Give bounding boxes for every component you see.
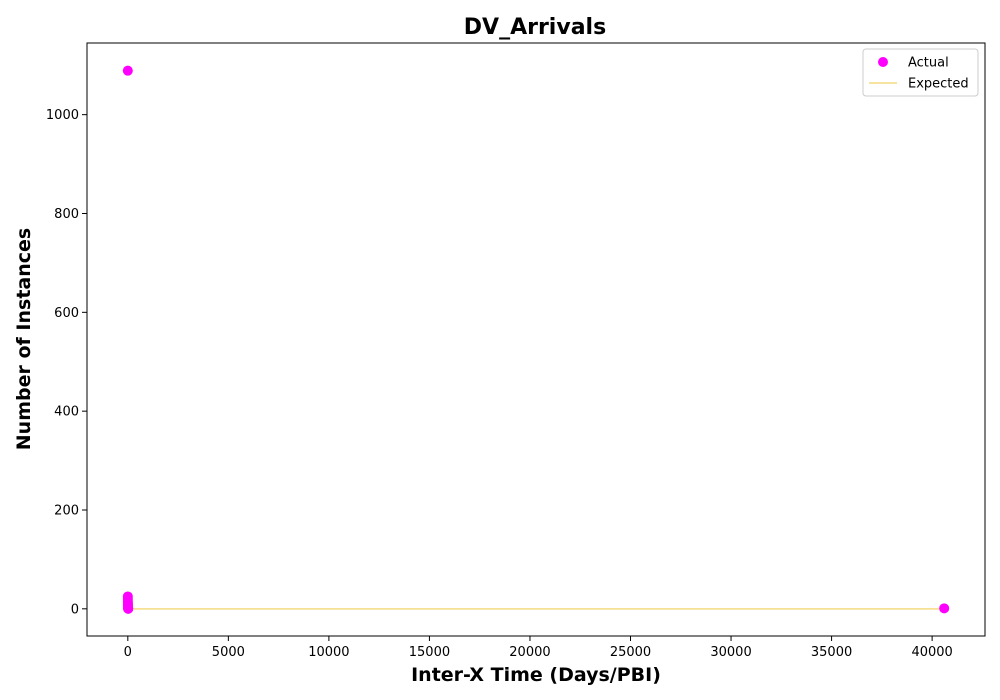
x-tick-label-3: 15000 — [409, 645, 450, 660]
y-tick-label-1: 200 — [54, 503, 79, 518]
x-tick-label-7: 35000 — [811, 645, 852, 660]
legend: Actual Expected — [862, 48, 979, 97]
y-tick-label-4: 800 — [54, 207, 79, 222]
legend-label-actual: Actual — [908, 56, 949, 71]
legend-box — [862, 48, 979, 97]
x-tick-label-1: 5000 — [212, 645, 245, 660]
legend-label-expected: Expected — [908, 77, 969, 92]
plot-area — [122, 65, 950, 614]
y-tick-label-5: 1000 — [46, 108, 79, 123]
y-axis: 0 200 400 600 800 1000 — [46, 108, 87, 617]
data-point-actual-0 — [122, 65, 133, 76]
x-tick-label-2: 10000 — [308, 645, 349, 660]
x-axis-label: Inter-X Time (Days/PBI) — [411, 664, 661, 686]
y-tick-label-3: 600 — [54, 306, 79, 321]
y-tick-label-2: 400 — [54, 405, 79, 420]
y-axis-label: Number of Instances — [13, 228, 35, 450]
data-point-actual-14 — [939, 603, 950, 614]
legend-marker-actual — [878, 57, 888, 67]
data-point-actual-13 — [123, 603, 134, 614]
x-tick-label-4: 20000 — [509, 645, 550, 660]
x-tick-label-0: 0 — [124, 645, 132, 660]
x-axis: 0 5000 10000 15000 20000 25000 30000 35000 40000 — [124, 636, 953, 660]
x-tick-label-8: 40000 — [911, 645, 952, 660]
x-tick-label-6: 30000 — [710, 645, 751, 660]
y-tick-label-0: 0 — [71, 602, 79, 617]
chart-title: DV_Arrivals — [464, 15, 606, 40]
x-tick-label-5: 25000 — [610, 645, 651, 660]
plot-frame — [86, 42, 986, 637]
